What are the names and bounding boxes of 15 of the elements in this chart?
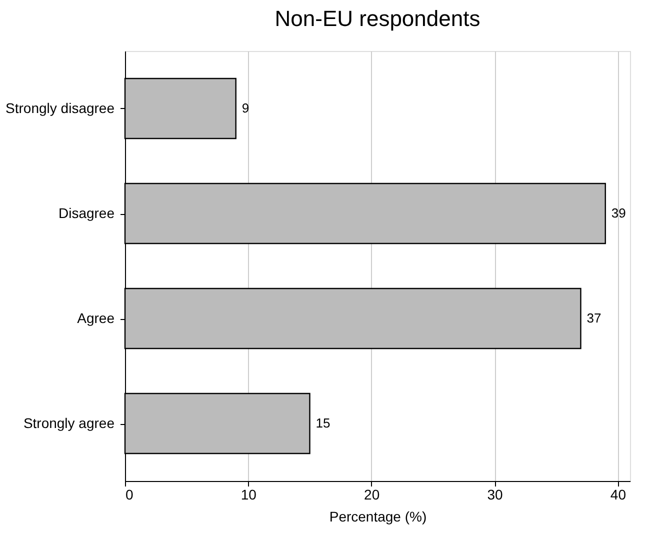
data-label: 37 bbox=[586, 310, 602, 326]
x-tick-label: 10 bbox=[240, 486, 257, 502]
y-tick-label: Strongly agree bbox=[23, 415, 115, 431]
chart-title: Non-EU respondents bbox=[274, 6, 480, 31]
data-label: 9 bbox=[242, 100, 250, 116]
data-label: 15 bbox=[316, 416, 330, 430]
y-tick-label: Agree bbox=[77, 310, 115, 326]
y-tick-label: Disagree bbox=[58, 205, 115, 221]
x-tick-label: 30 bbox=[487, 486, 504, 502]
x-tick-label: 20 bbox=[364, 486, 380, 502]
x-tick-label: 0 bbox=[126, 486, 134, 502]
x-tick-label: 40 bbox=[610, 486, 626, 502]
y-tick-label: Strongly disagree bbox=[6, 100, 115, 116]
x-axis-title: Percentage (%) bbox=[329, 508, 427, 524]
data-label: 39 bbox=[611, 206, 626, 220]
